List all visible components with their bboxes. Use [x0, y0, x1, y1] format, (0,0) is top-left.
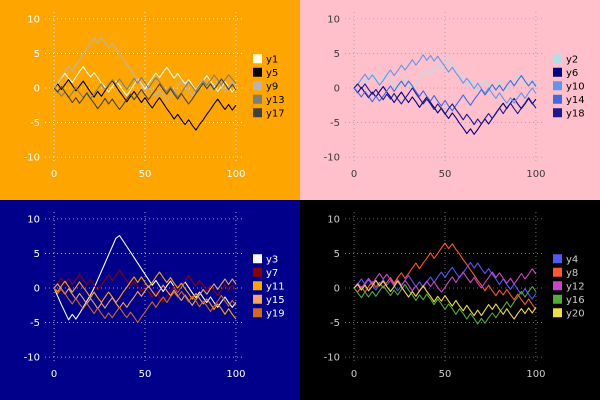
series-line-y9: [53, 37, 237, 102]
legend-label-y10: y10: [566, 81, 585, 92]
legend-swatch-y7: [253, 267, 262, 277]
series-line-y15: [53, 278, 237, 310]
y-tick-label: -5: [30, 318, 40, 329]
legend-swatch-y12: [553, 281, 562, 291]
legend-swatch-y16: [553, 294, 562, 304]
y-tick-label: -10: [24, 153, 40, 164]
series-line-y12: [353, 268, 537, 293]
x-tick-label: 100: [526, 169, 545, 180]
legend-label-y1: y1: [266, 54, 278, 65]
series-line-y6: [353, 86, 537, 135]
series-line-y19: [53, 287, 237, 324]
legend-swatch-y14: [553, 94, 562, 104]
series-line-y17: [53, 78, 237, 110]
series-line-y7: [53, 269, 237, 303]
x-tick-label: 0: [51, 369, 57, 380]
x-tick-label: 100: [226, 369, 245, 380]
legend-label-y20: y20: [566, 308, 585, 319]
series-line-y10: [353, 54, 537, 104]
x-tick-label: 0: [351, 169, 357, 180]
legend-label-y16: y16: [566, 295, 585, 306]
legend-swatch-y3: [253, 254, 262, 264]
y-tick-label: 0: [34, 284, 40, 295]
legend-label-y6: y6: [566, 68, 578, 79]
series-line-y5: [53, 79, 237, 131]
series-line-y1: [53, 66, 237, 97]
series-line-y2: [353, 57, 537, 92]
y-tick-label: 10: [327, 14, 340, 25]
x-tick-label: 0: [351, 369, 357, 380]
legend-label-y12: y12: [566, 281, 585, 292]
y-tick-label: 5: [334, 49, 340, 60]
subplot-bottom-left: -10 -5 0 5 10 0 50 100 y3 y7 y11 y15 y19: [0, 200, 300, 400]
y-tick-label: -10: [24, 353, 40, 364]
x-tick-label: 50: [439, 369, 452, 380]
x-tick-label: 100: [526, 369, 545, 380]
y-tick-label: 5: [334, 249, 340, 260]
y-tick-label: -5: [330, 318, 340, 329]
legend-label-y11: y11: [266, 281, 285, 292]
y-tick-label: 10: [27, 14, 40, 25]
subplot-top-left: -10 -5 0 5 10 0 50 100 y1 y5 y9 y13 y17: [0, 0, 300, 200]
legend-label-y15: y15: [266, 295, 285, 306]
legend-swatch-y15: [253, 294, 262, 304]
legend-swatch-y4: [553, 254, 562, 264]
y-tick-label: -5: [30, 118, 40, 129]
legend-swatch-y13: [253, 94, 262, 104]
legend-label-y5: y5: [266, 68, 278, 79]
y-tick-label: 10: [27, 214, 40, 225]
x-tick-label: 50: [139, 169, 152, 180]
legend-label-y14: y14: [566, 95, 585, 106]
legend-swatch-y5: [253, 67, 262, 77]
subplot-bottom-right: -10 -5 0 5 10 0 50 100 y4 y8 y12 y16 y20: [300, 200, 600, 400]
legend-label-y18: y18: [566, 108, 585, 119]
legend-label-y13: y13: [266, 95, 285, 106]
x-tick-label: 50: [439, 169, 452, 180]
series-line-y18: [353, 83, 537, 126]
legend-swatch-y19: [253, 308, 262, 318]
series-line-y20: [353, 279, 537, 320]
legend-swatch-y18: [553, 108, 562, 118]
series-line-y16: [353, 283, 537, 325]
legend-swatch-y10: [553, 81, 562, 91]
legend-label-y7: y7: [266, 268, 278, 279]
y-tick-label: 5: [34, 49, 40, 60]
x-tick-label: 0: [51, 169, 57, 180]
y-tick-label: -10: [324, 153, 340, 164]
x-tick-label: 100: [226, 169, 245, 180]
legend-label-y8: y8: [566, 268, 578, 279]
subplot-top-right: -10 -5 0 5 10 0 50 100 y2 y6 y10 y14 y18: [300, 0, 600, 200]
legend-label-y17: y17: [266, 108, 285, 119]
series-line-y14: [353, 75, 537, 112]
legend-swatch-y8: [553, 267, 562, 277]
y-tick-label: 0: [334, 84, 340, 95]
x-tick-label: 50: [139, 369, 152, 380]
y-tick-label: 0: [334, 284, 340, 295]
y-tick-label: -5: [330, 118, 340, 129]
legend-swatch-y11: [253, 281, 262, 291]
series-line-y4: [353, 261, 537, 300]
y-tick-label: 5: [34, 249, 40, 260]
legend-label-y4: y4: [566, 254, 578, 265]
legend-swatch-y6: [553, 67, 562, 77]
y-tick-label: -10: [324, 353, 340, 364]
series-line-y11: [53, 271, 237, 320]
legend-label-y3: y3: [266, 254, 278, 265]
y-tick-label: 10: [327, 214, 340, 225]
legend-label-y9: y9: [266, 81, 278, 92]
legend-swatch-y9: [253, 81, 262, 91]
y-tick-label: 0: [34, 84, 40, 95]
legend-swatch-y2: [553, 54, 562, 64]
series-line-y8: [353, 242, 537, 310]
legend-label-y19: y19: [266, 308, 285, 319]
legend-swatch-y17: [253, 108, 262, 118]
legend-swatch-y20: [553, 308, 562, 318]
legend-swatch-y1: [253, 54, 262, 64]
legend-label-y2: y2: [566, 54, 578, 65]
